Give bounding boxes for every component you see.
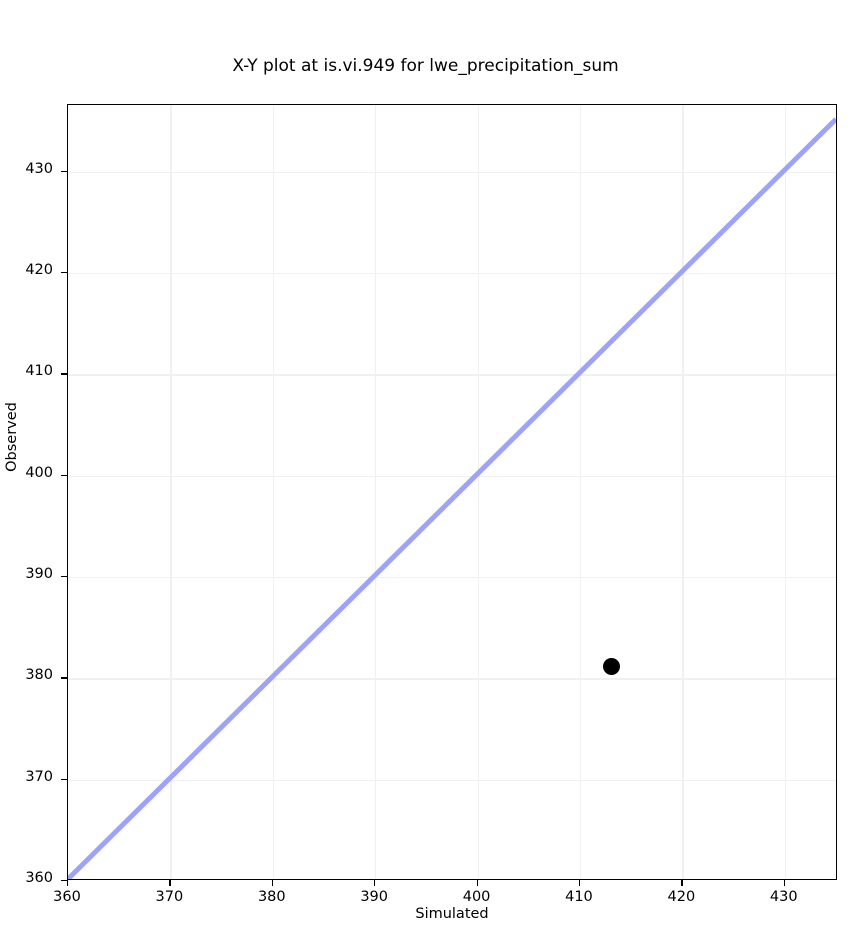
data-layer (68, 105, 836, 879)
y-tick-mark (61, 778, 67, 780)
gridline-vertical (272, 105, 274, 879)
x-tick-mark (578, 880, 581, 886)
gridline-horizontal (68, 779, 836, 781)
gridline-horizontal (68, 374, 836, 376)
x-tick-label: 390 (360, 889, 389, 905)
x-tick-mark (374, 880, 376, 886)
y-tick-label: 360 (25, 870, 53, 886)
x-tick-label: 380 (257, 889, 286, 905)
y-axis-label: Observed (4, 402, 20, 472)
y-tick-mark (61, 677, 67, 679)
y-tick-label: 380 (25, 667, 53, 684)
gridline-vertical (682, 105, 684, 879)
x-tick-label: 400 (462, 889, 491, 905)
gridline-horizontal (68, 273, 836, 275)
plot-area (67, 104, 837, 880)
gridline-horizontal (68, 678, 836, 680)
gridline-vertical (477, 105, 479, 879)
gridline-horizontal (68, 171, 836, 174)
x-tick-mark (681, 880, 683, 886)
gridline-horizontal (68, 475, 836, 477)
y-tick-label: 430 (25, 160, 53, 177)
x-tick-mark (783, 880, 786, 886)
gridline-horizontal (68, 577, 836, 579)
x-tick-label: 410 (565, 889, 593, 905)
x-tick-mark (271, 880, 274, 886)
x-tick-label: 360 (53, 889, 81, 905)
y-tick-label: 420 (25, 262, 53, 279)
x-tick-label: 420 (667, 889, 696, 905)
y-tick-mark (61, 576, 67, 578)
gridline-vertical (170, 105, 172, 879)
scatter-point (603, 657, 621, 675)
y-tick-mark (61, 373, 67, 375)
x-tick-label: 430 (769, 889, 798, 905)
x-tick-mark (169, 880, 171, 886)
y-tick-mark (61, 170, 67, 173)
chart-title-line-1: X-Y plot at is.vi.949 for lwe_precipitat… (232, 56, 619, 76)
y-tick-label: 390 (25, 566, 53, 583)
gridline-vertical (375, 105, 377, 879)
gridline-vertical (784, 105, 786, 879)
x-tick-label: 370 (155, 889, 184, 905)
y-tick-label: 410 (25, 363, 53, 380)
y-tick-mark (61, 880, 67, 882)
x-tick-mark (67, 880, 69, 886)
y-tick-mark (61, 474, 67, 477)
y-tick-label: 370 (25, 768, 53, 785)
y-tick-mark (61, 272, 67, 274)
gridlines (68, 105, 836, 879)
x-tick-mark (476, 880, 478, 886)
one-to-one-reference-line (68, 105, 836, 879)
y-tick-label: 400 (25, 464, 53, 481)
x-axis-label: Simulated (415, 906, 489, 922)
gridline-vertical (579, 105, 582, 879)
